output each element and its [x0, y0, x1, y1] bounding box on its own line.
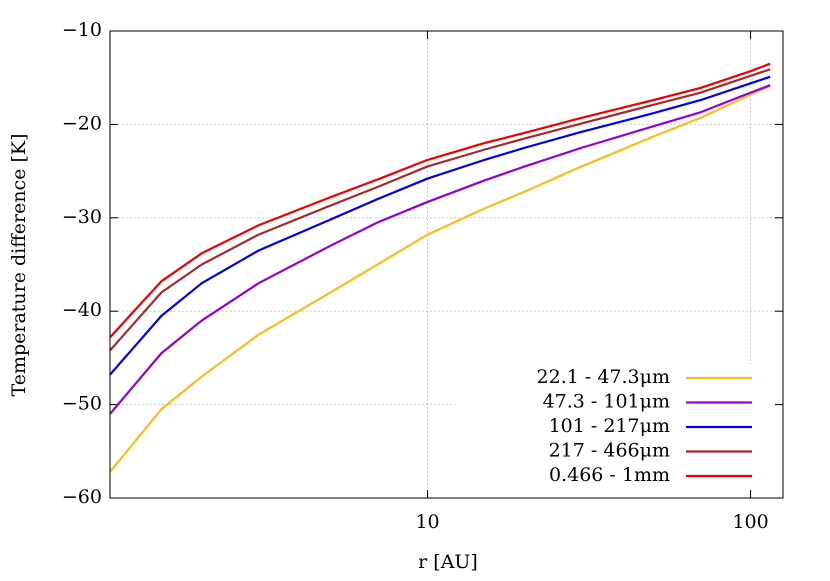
data-line [109, 68, 771, 352]
y-axis-label: Temperature difference [K] [8, 133, 30, 396]
data-line [109, 75, 771, 376]
y-tick-label: −50 [62, 393, 102, 415]
x-tick-label: 10 [415, 511, 439, 533]
legend-label: 22.1 - 47.3μm [537, 366, 670, 388]
legend-label: 217 - 466μm [549, 440, 670, 462]
y-tick-label: −60 [62, 486, 102, 508]
x-axis-label: r [AU] [418, 551, 478, 573]
y-tick-label: −30 [62, 206, 102, 228]
data-line [109, 85, 771, 473]
data-line [109, 84, 771, 415]
y-tick-label: −10 [62, 19, 102, 41]
legend-label: 101 - 217μm [549, 415, 670, 437]
x-tick-label: 100 [732, 511, 768, 533]
plot-frame [109, 30, 784, 499]
legend-label: 0.466 - 1mm [549, 464, 670, 486]
y-tick-label: −20 [62, 112, 102, 134]
legend-label: 47.3 - 101μm [543, 391, 670, 413]
y-tick-label: −40 [62, 299, 102, 321]
data-line [109, 62, 771, 339]
